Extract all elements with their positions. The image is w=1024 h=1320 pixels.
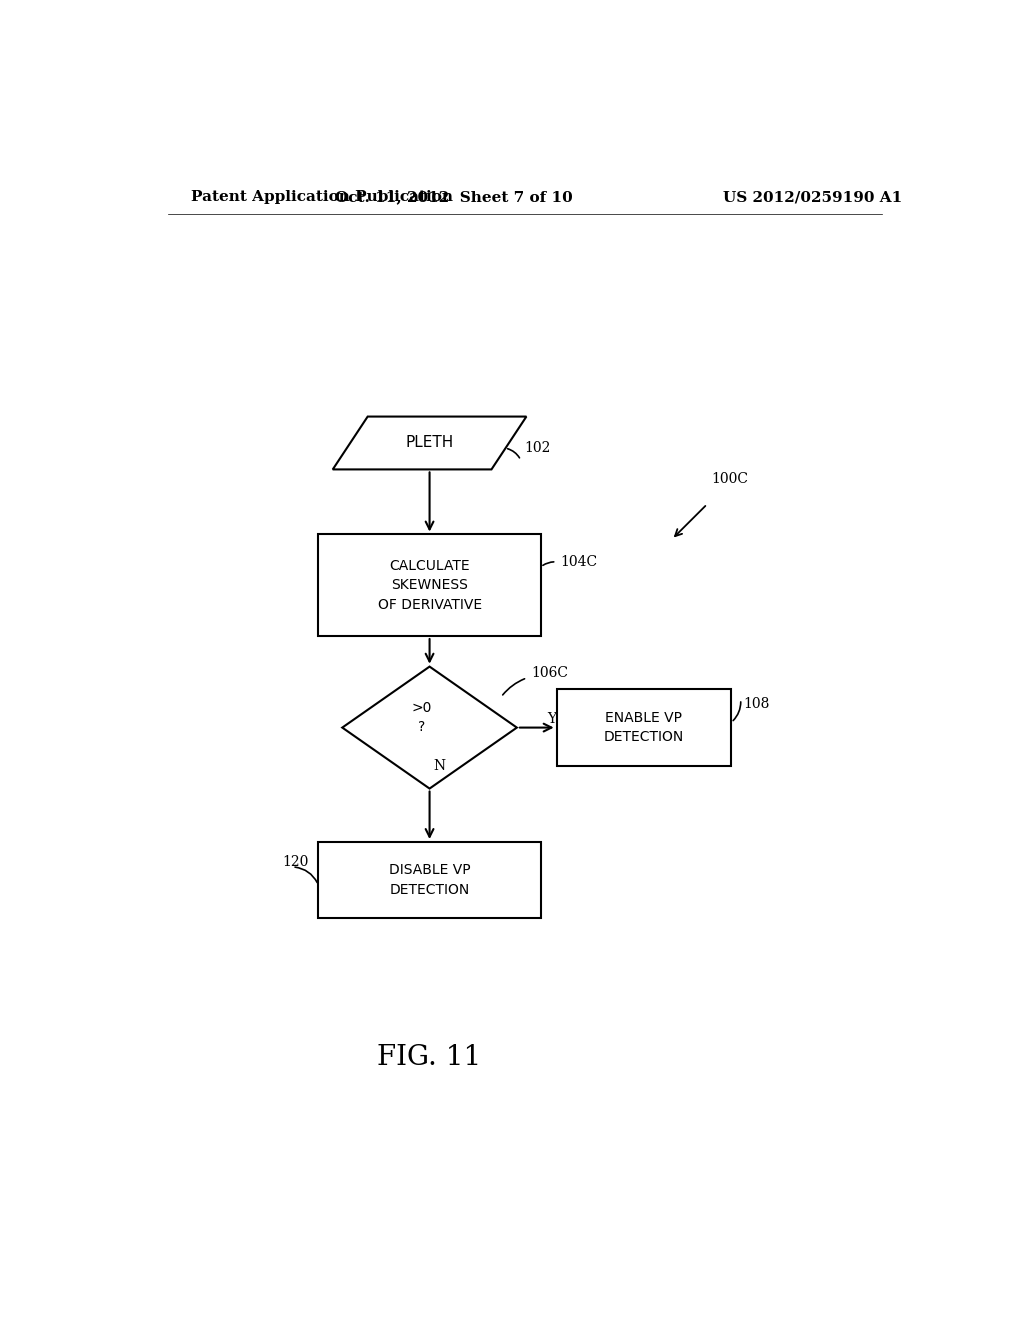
Text: 100C: 100C (712, 471, 749, 486)
Text: 104C: 104C (560, 554, 598, 569)
Bar (557, 689, 731, 766)
Text: Patent Application Publication: Patent Application Publication (191, 190, 454, 205)
Text: N: N (433, 759, 445, 774)
Text: Y: Y (547, 713, 556, 726)
Bar (318, 535, 541, 636)
Text: ENABLE VP
DETECTION: ENABLE VP DETECTION (604, 711, 684, 744)
Text: PLETH: PLETH (406, 436, 454, 450)
Text: FIG. 11: FIG. 11 (378, 1044, 481, 1072)
Text: Oct. 11, 2012  Sheet 7 of 10: Oct. 11, 2012 Sheet 7 of 10 (335, 190, 572, 205)
Bar (318, 842, 541, 919)
Polygon shape (333, 417, 526, 470)
Text: >0
?: >0 ? (412, 701, 432, 734)
Text: US 2012/0259190 A1: US 2012/0259190 A1 (723, 190, 902, 205)
Text: 108: 108 (743, 697, 769, 711)
Text: DISABLE VP
DETECTION: DISABLE VP DETECTION (389, 863, 470, 896)
Text: CALCULATE
SKEWNESS
OF DERIVATIVE: CALCULATE SKEWNESS OF DERIVATIVE (378, 558, 481, 611)
Text: 102: 102 (524, 441, 551, 455)
Text: 120: 120 (283, 855, 309, 869)
Text: 106C: 106C (531, 665, 568, 680)
Polygon shape (342, 667, 517, 788)
